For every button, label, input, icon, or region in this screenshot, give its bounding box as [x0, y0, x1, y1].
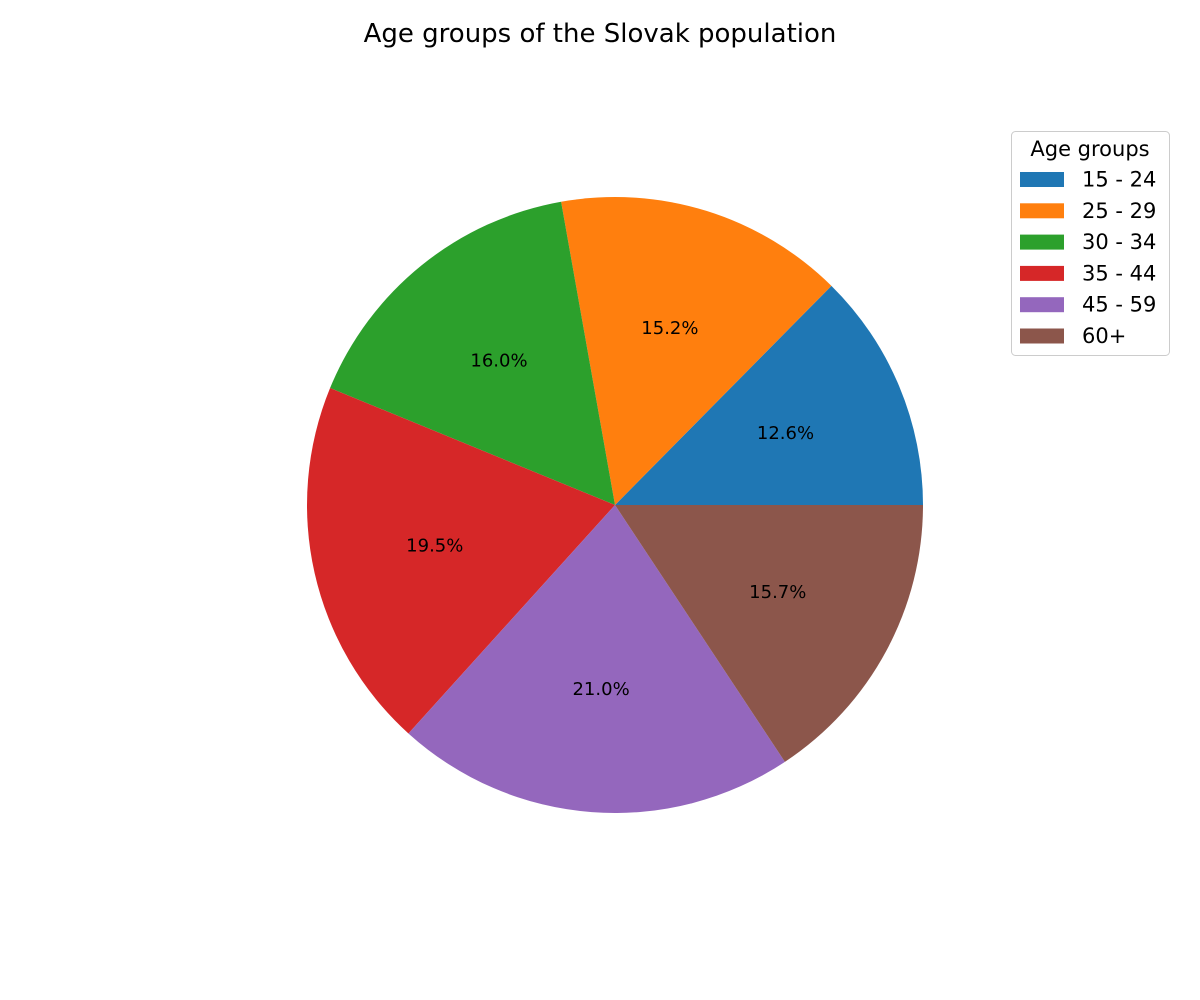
legend-title: Age groups: [1030, 137, 1149, 161]
pie-slice-15-24: [615, 285, 923, 505]
pie-slice-35-44: [307, 388, 615, 734]
legend-label-30-34: 30 - 34: [1082, 230, 1156, 254]
chart-title: Age groups of the Slovak population: [364, 19, 837, 49]
pie-label-15-24: 12.6%: [757, 423, 814, 444]
legend-items: 15 - 24 25 - 29 30 - 34 35 - 44 45 - 59 60+: [1020, 168, 1156, 348]
legend-swatch-35-44: [1020, 265, 1064, 281]
legend-label-15-24: 15 - 24: [1082, 168, 1156, 192]
pie-label-25-29: 15.2%: [641, 318, 698, 339]
pie-label-60plus: 15.7%: [749, 582, 806, 603]
pie-label-45-59: 21.0%: [572, 679, 629, 700]
pie-slices: [307, 196, 923, 813]
legend-swatch-25-29: [1020, 203, 1064, 219]
legend-swatch-30-34: [1020, 234, 1064, 250]
legend-label-60plus: 60+: [1082, 324, 1126, 348]
legend: Age groups 15 - 24 25 - 29 30 - 34 35 - 44 4…: [1011, 131, 1170, 356]
pie-percent-labels: 12.6% 15.2% 16.0% 19.5% 21.0% 15.7%: [406, 318, 814, 700]
legend-label-35-44: 35 - 44: [1082, 261, 1156, 285]
pie-label-35-44: 19.5%: [406, 535, 463, 556]
pie-label-30-34: 16.0%: [470, 351, 527, 372]
pie-slice-25-29: [561, 196, 832, 505]
pie-slice-60plus: [615, 505, 923, 762]
pie-slice-30-34: [330, 201, 615, 505]
legend-swatch-15-24: [1020, 172, 1064, 187]
legend-swatch-60plus: [1020, 328, 1064, 344]
legend-swatch-45-59: [1020, 297, 1064, 313]
legend-label-45-59: 45 - 59: [1082, 293, 1156, 317]
legend-label-25-29: 25 - 29: [1082, 199, 1156, 223]
pie-slice-45-59: [408, 505, 785, 813]
